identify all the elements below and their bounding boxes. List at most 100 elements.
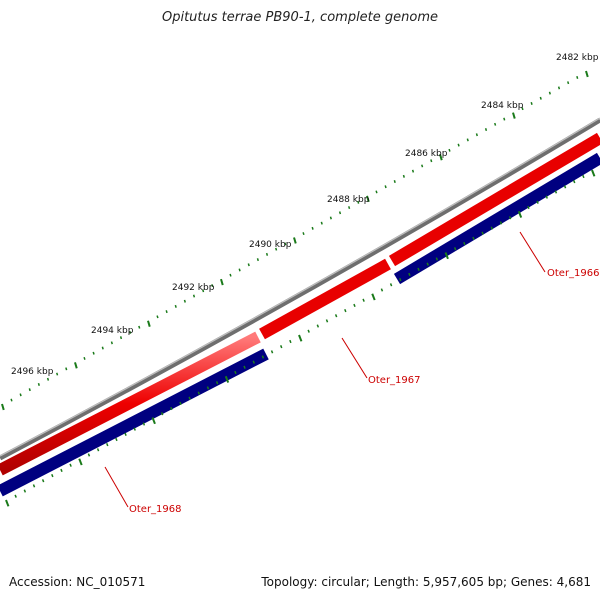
outer-scale-minor-tick (448, 148, 451, 152)
gene-oter-1968-reverse (0, 348, 269, 497)
outer-scale-minor-tick (402, 174, 405, 178)
scale-label: 2482 kbp (556, 53, 599, 63)
inner-scale-minor-tick (179, 401, 182, 406)
inner-scale-minor-tick (206, 386, 210, 390)
outer-scale-minor-tick (557, 86, 561, 90)
accession-text: Accession: NC_010571 (9, 575, 146, 589)
outer-scale-minor-tick (192, 294, 196, 298)
outer-scale-minor-tick (384, 185, 387, 189)
outer-scale-minor-tick (348, 206, 351, 210)
inner-scale-minor-tick (426, 262, 429, 266)
outer-scale-minor-tick (320, 221, 323, 225)
inner-scale-major-tick (151, 417, 156, 425)
inner-scale-minor-tick (417, 267, 420, 271)
outer-scale-major-tick (147, 320, 151, 327)
outer-scale-major-tick (585, 70, 589, 78)
inner-scale-minor-tick (408, 272, 411, 277)
inner-scale-minor-tick (188, 396, 191, 400)
inner-scale-minor-tick (307, 329, 310, 333)
outer-scale-minor-tick (494, 122, 497, 126)
inner-scale-minor-tick (252, 360, 255, 364)
outer-scale-minor-tick (411, 169, 415, 173)
inner-scale-minor-tick (115, 437, 118, 442)
inner-scale-minor-tick (380, 288, 384, 292)
inner-scale-minor-tick (554, 190, 558, 194)
outer-scale-minor-tick (275, 247, 278, 251)
gene-oter-1966-forward (388, 132, 600, 267)
inner-scale-minor-tick (51, 473, 54, 478)
outer-scale-minor-tick (357, 200, 360, 204)
inner-scale-minor-tick (69, 463, 72, 467)
inner-scale-minor-tick (353, 303, 356, 308)
scale-label: 2488 kbp (327, 195, 370, 205)
outer-scale-major-tick (74, 362, 78, 369)
outer-scale-minor-tick (10, 398, 13, 402)
outer-scale-minor-tick (311, 226, 314, 230)
outer-scale-minor-tick (65, 367, 68, 371)
outer-scale-minor-tick (101, 346, 104, 350)
outer-scale-minor-tick (421, 164, 424, 168)
outer-scale-major-tick (220, 278, 224, 286)
leader-line-oter-1968 (104, 466, 129, 508)
inner-scale-major-tick (517, 210, 523, 218)
outer-scale-minor-tick (56, 372, 59, 376)
outer-scale-minor-tick (19, 393, 22, 397)
inner-scale-minor-tick (389, 283, 393, 287)
inner-scale-major-tick (371, 293, 376, 301)
outer-scale-minor-tick (484, 128, 488, 131)
outer-scale-minor-tick (284, 242, 287, 246)
gene-oter-1968-forward (0, 331, 261, 476)
inner-scale-minor-tick (124, 432, 127, 436)
inner-scale-minor-tick (160, 412, 164, 416)
inner-scale-minor-tick (453, 247, 457, 251)
outer-scale-major-tick (512, 112, 516, 119)
outer-scale-minor-tick (430, 159, 433, 163)
inner-scale-major-tick (444, 252, 449, 260)
outer-scale-minor-tick (302, 232, 305, 236)
scale-label: 2492 kbp (172, 283, 215, 293)
inner-scale-minor-tick (215, 381, 219, 385)
inner-scale-minor-tick (270, 350, 274, 354)
inner-scale-minor-tick (170, 406, 173, 411)
genome-backbone-highlight (0, 117, 600, 457)
inner-scale-minor-tick (32, 484, 36, 488)
outer-scale-minor-tick (229, 273, 232, 277)
inner-scale-minor-tick (463, 241, 466, 246)
outer-scale-minor-tick (530, 102, 533, 105)
inner-scale-minor-tick (499, 221, 503, 225)
outer-scale-major-tick (439, 153, 443, 161)
outer-scale-minor-tick (138, 325, 141, 329)
inner-scale-minor-tick (261, 355, 265, 359)
inner-scale-minor-tick (325, 319, 329, 323)
outer-scale-minor-tick (183, 299, 186, 303)
inner-scale-minor-tick (133, 427, 136, 431)
inner-scale-minor-tick (545, 195, 548, 199)
inner-scale-minor-tick (536, 200, 539, 204)
gene-oter-1967-forward (259, 258, 391, 340)
outer-scale-minor-tick (247, 263, 250, 267)
scale-label: 2496 kbp (11, 367, 54, 377)
inner-scale-major-tick (5, 499, 10, 507)
outer-scale-minor-tick (466, 138, 469, 142)
inner-scale-major-tick (78, 458, 83, 466)
genome-summary-text: Topology: circular; Length: 5,957,605 bp… (261, 575, 591, 589)
inner-scale-minor-tick (96, 448, 100, 452)
leader-line-oter-1967 (341, 337, 368, 379)
outer-scale-minor-tick (174, 304, 177, 308)
genome-backbone (0, 117, 600, 461)
inner-scale-minor-tick (106, 443, 109, 447)
inner-scale-minor-tick (279, 345, 283, 349)
outer-scale-minor-tick (156, 315, 159, 319)
outer-scale-minor-tick (539, 96, 542, 100)
scale-label: 2494 kbp (91, 326, 134, 336)
outer-scale-minor-tick (521, 107, 524, 111)
inner-scale-minor-tick (316, 324, 320, 328)
inner-scale-minor-tick (243, 365, 246, 369)
inner-scale-minor-tick (481, 231, 484, 235)
inner-scale-major-tick (224, 375, 230, 383)
inner-scale-minor-tick (142, 422, 146, 426)
outer-scale-major-tick (366, 195, 370, 203)
scale-label: 2486 kbp (405, 149, 448, 159)
inner-scale-minor-tick (508, 216, 512, 220)
